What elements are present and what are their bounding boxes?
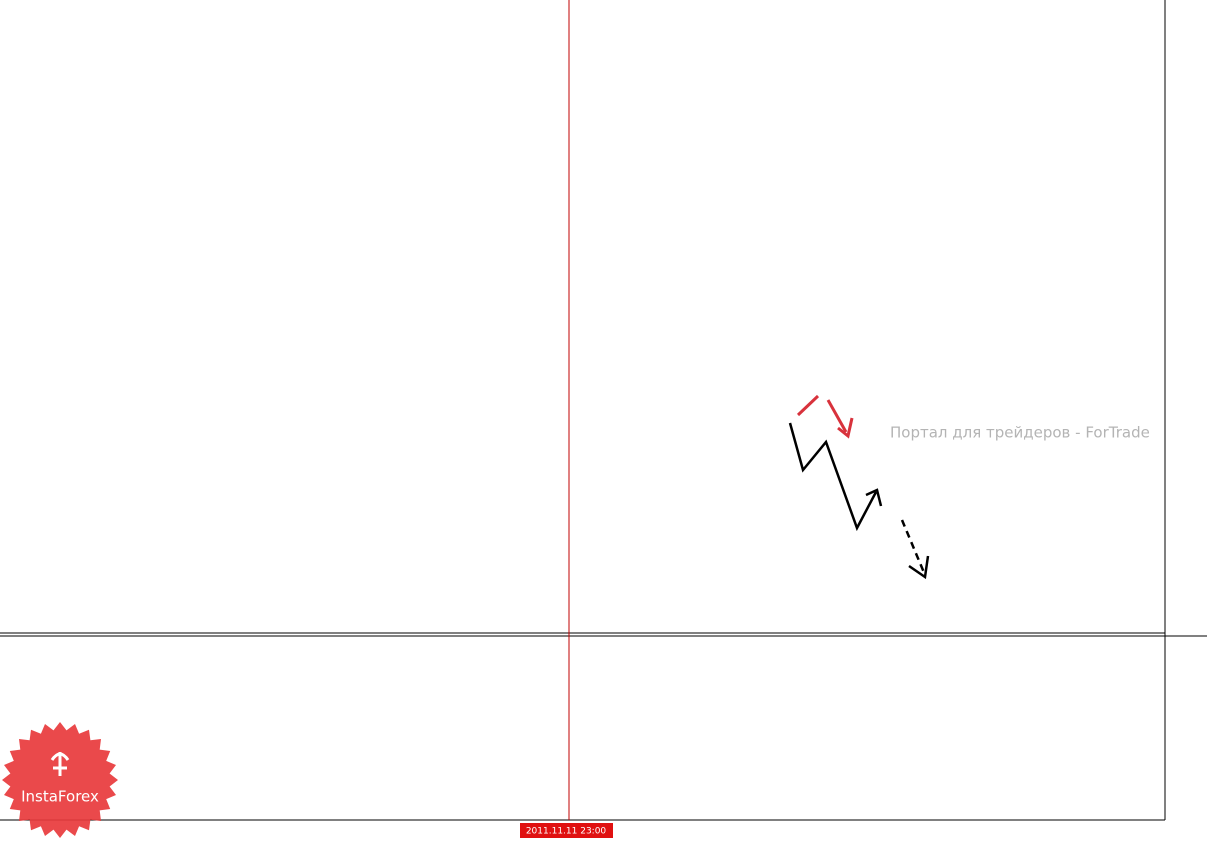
logo: InstaForex [2,722,118,838]
forecast-dashed [900,519,927,576]
annotations [788,394,930,580]
forecast-arrowhead [865,488,883,507]
axis-background [1165,0,1207,844]
watermark: Портал для трейдеров - ForTrade [890,424,1150,442]
logo-badge [2,722,118,838]
forecast-arrowhead [908,555,930,580]
cursor-label: 2011.11.11 23:00 [526,827,607,837]
red-arrow [826,399,848,433]
logo-text: InstaForex [21,788,99,806]
forecast-path [788,422,878,532]
logo-icon [50,752,70,776]
red-arrowhead [837,417,854,439]
cursor-label-box [520,823,613,838]
red-arrow [796,394,820,417]
